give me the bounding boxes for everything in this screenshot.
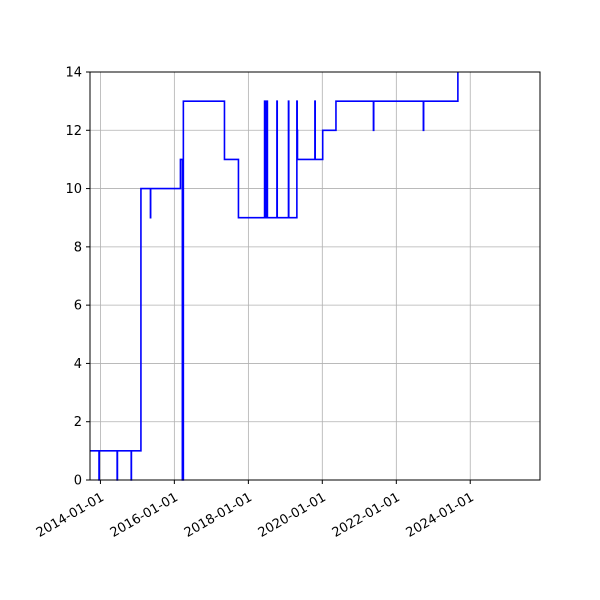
plot-frame xyxy=(89,71,541,481)
x-tick-label: 2018-01-01 xyxy=(182,490,255,541)
x-tick-label: 2016-01-01 xyxy=(108,490,181,541)
x-tick-label: 2022-01-01 xyxy=(330,490,403,541)
axes xyxy=(86,71,541,484)
y-tick-label: 0 xyxy=(74,474,82,489)
y-tick-label: 12 xyxy=(65,124,82,139)
y-tick-label: 8 xyxy=(74,240,82,255)
x-tick-label: 2020-01-01 xyxy=(256,490,329,541)
y-tick-label: 14 xyxy=(65,66,82,81)
y-tick-label: 4 xyxy=(74,357,82,372)
series-line xyxy=(90,72,459,481)
series-layer xyxy=(90,72,459,481)
y-tick-label: 10 xyxy=(65,182,82,197)
y-tick-label: 6 xyxy=(74,299,82,314)
x-tick-label: 2024-01-01 xyxy=(404,490,477,541)
y-tick-label: 2 xyxy=(74,415,82,430)
x-tick-label: 2014-01-01 xyxy=(34,490,107,541)
